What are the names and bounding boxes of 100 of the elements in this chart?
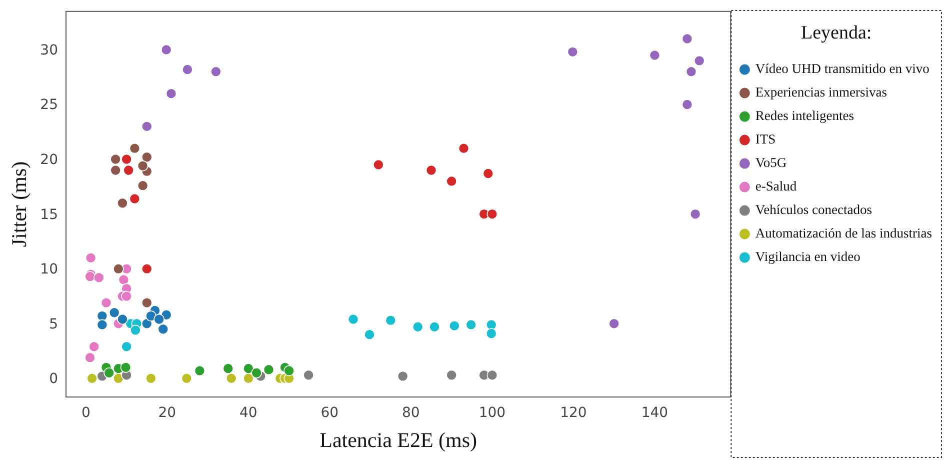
legend-label: Automatización de las industrias <box>755 226 932 241</box>
point <box>364 329 375 340</box>
legend-label: Redes inteligentes <box>755 108 854 124</box>
x-tick-label: 140 <box>641 405 668 422</box>
point <box>86 372 98 384</box>
point <box>120 362 132 373</box>
point <box>373 159 384 170</box>
x-tick-label: 20 <box>158 405 176 422</box>
point <box>129 193 140 204</box>
y-tick-label: 20 <box>40 152 58 168</box>
point <box>458 142 470 154</box>
point <box>96 310 108 322</box>
point <box>446 370 457 380</box>
point <box>426 164 437 176</box>
x-axis-title: Latencia E2E (ms) <box>320 428 478 452</box>
point <box>117 314 128 325</box>
point <box>686 66 697 78</box>
point <box>123 164 134 176</box>
point <box>141 318 152 330</box>
point <box>449 320 460 332</box>
point <box>486 328 497 339</box>
point <box>486 208 498 220</box>
legend-title: Leyenda: <box>800 22 872 44</box>
point <box>84 271 96 282</box>
point <box>160 44 172 56</box>
point <box>113 263 124 274</box>
point <box>117 198 128 209</box>
y-tick-label: 5 <box>49 316 58 332</box>
point <box>649 50 660 61</box>
point <box>137 160 148 172</box>
point <box>466 319 476 330</box>
point <box>226 372 237 384</box>
point <box>210 66 222 78</box>
point <box>429 321 440 332</box>
point <box>263 364 274 376</box>
point <box>121 154 132 165</box>
point <box>100 297 112 308</box>
point <box>141 297 152 308</box>
point <box>141 121 152 132</box>
legend-label: Vídeo UHD transmitido en vivo <box>755 61 930 76</box>
point <box>194 365 206 376</box>
point <box>121 290 132 302</box>
point <box>129 142 140 154</box>
point <box>146 310 156 322</box>
point <box>104 368 114 378</box>
x-tick-label: 60 <box>320 405 339 422</box>
point <box>690 208 701 220</box>
point <box>118 274 130 286</box>
point <box>222 363 234 374</box>
point <box>348 314 359 325</box>
x-tick-label: 100 <box>478 405 506 422</box>
legend-label: Vehículos conectados <box>755 202 872 218</box>
legend-label: Vigilancia en video <box>755 249 861 264</box>
point <box>181 372 192 384</box>
point <box>110 164 121 176</box>
point <box>284 365 294 376</box>
point <box>121 341 132 352</box>
point <box>446 176 457 187</box>
point <box>243 372 254 384</box>
x-tick-label: 120 <box>560 405 587 422</box>
point <box>84 352 96 363</box>
point <box>486 370 498 380</box>
point <box>182 64 193 75</box>
point <box>303 370 314 380</box>
point <box>682 99 693 110</box>
x-tick-label: 80 <box>402 405 420 422</box>
point <box>154 314 164 325</box>
point <box>94 272 104 283</box>
point <box>141 263 152 274</box>
y-tick-label: 0 <box>49 371 58 388</box>
point <box>385 314 396 326</box>
point <box>482 168 494 179</box>
point <box>694 55 705 66</box>
point <box>682 33 693 44</box>
point <box>130 324 141 336</box>
y-tick-label: 10 <box>40 262 58 278</box>
legend-label: ITS <box>755 132 776 147</box>
y-tick-label: 25 <box>40 97 58 114</box>
point <box>96 319 108 330</box>
point <box>166 88 177 99</box>
legend-label: Experiencias inmersivas <box>755 84 888 100</box>
point <box>158 324 169 334</box>
point <box>251 368 262 378</box>
legend-label: Vo5G <box>755 155 787 170</box>
point <box>141 152 152 162</box>
point <box>243 363 254 374</box>
point <box>146 372 156 384</box>
x-tick-label: 40 <box>240 405 258 422</box>
point <box>110 154 121 165</box>
y-tick-label: 30 <box>40 42 58 58</box>
y-axis-title: Jitter (ms) <box>7 161 32 248</box>
legend-label: e-Salud <box>755 178 797 194</box>
point <box>397 370 408 382</box>
point <box>486 319 497 330</box>
x-tick-label: 0 <box>81 405 90 422</box>
point <box>567 46 578 58</box>
point <box>85 252 96 264</box>
point <box>88 341 100 352</box>
point <box>108 307 120 318</box>
point <box>412 321 424 332</box>
